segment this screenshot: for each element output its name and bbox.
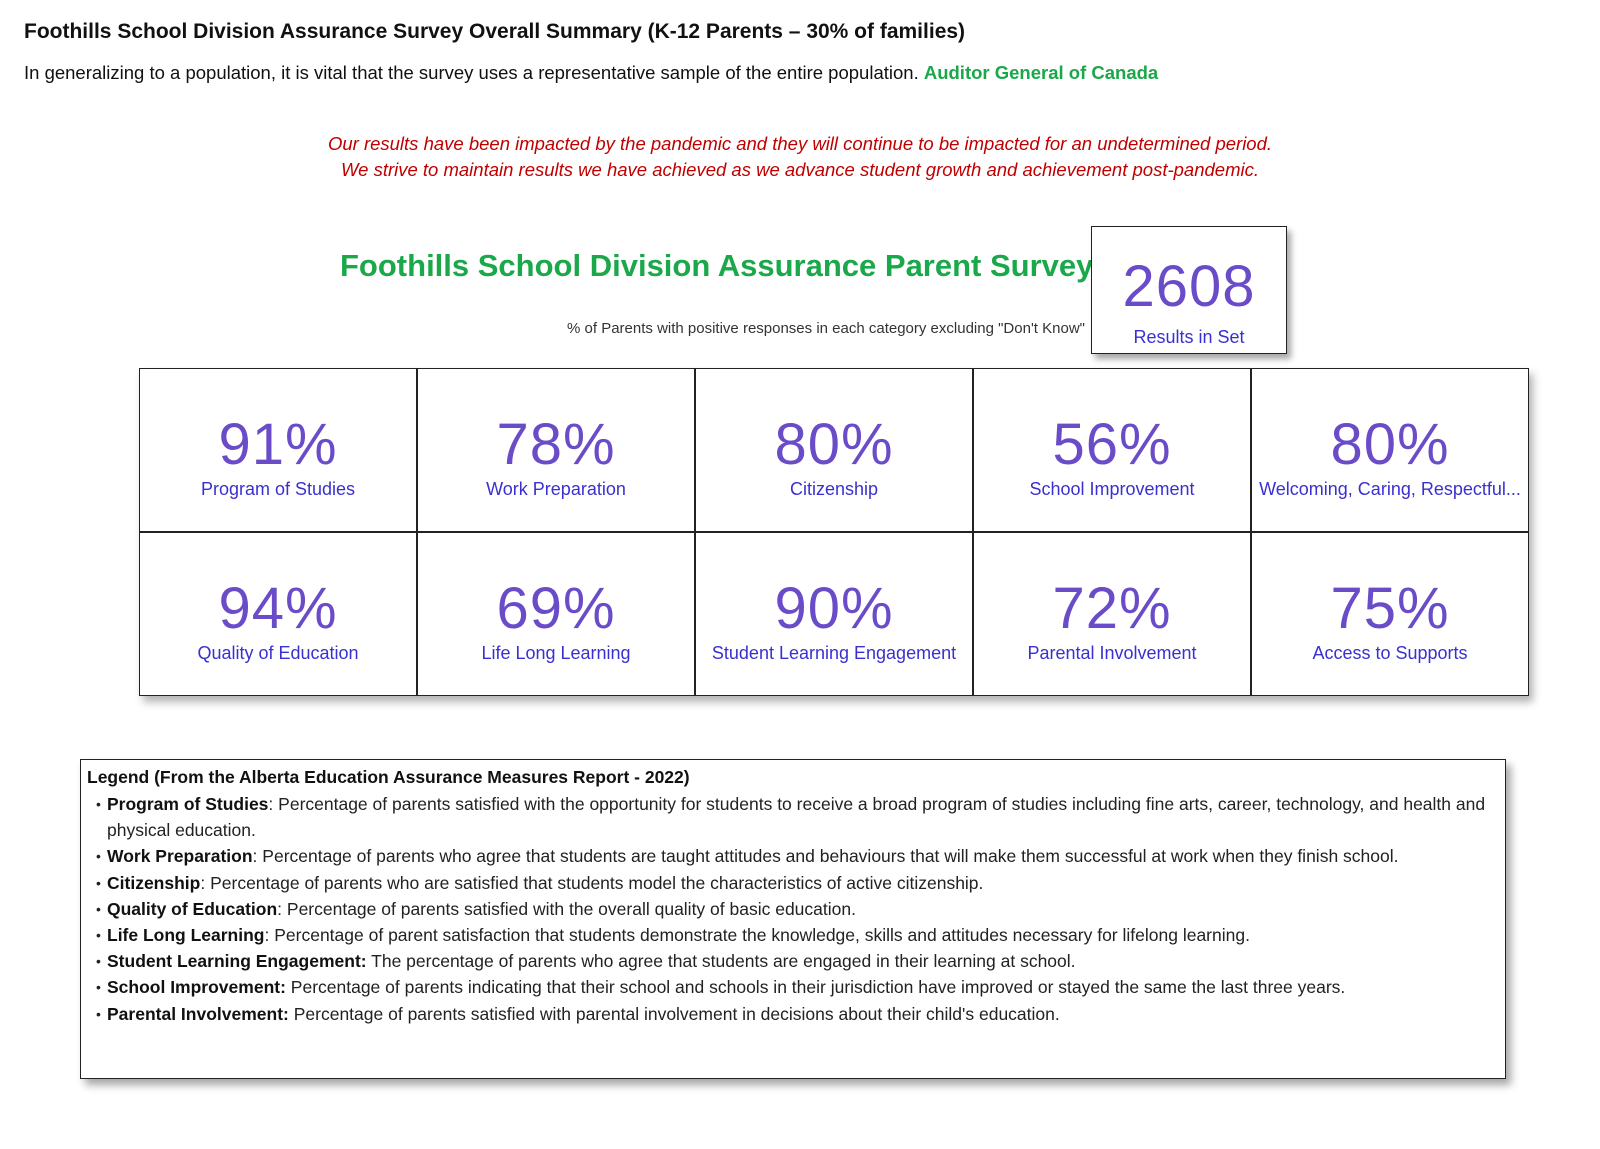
kpi-value: 69% <box>496 576 616 641</box>
legend-list: Program of Studies: Percentage of parent… <box>87 791 1499 1027</box>
kpi-value: 90% <box>774 576 894 641</box>
legend-term: Life Long Learning <box>107 925 265 946</box>
results-count-label: Results in Set <box>1133 327 1245 347</box>
legend-term: Student Learning Engagement: <box>107 951 367 972</box>
legend-item: Student Learning Engagement: The percent… <box>87 948 1499 974</box>
document-title: Foothills School Division Assurance Surv… <box>24 20 966 43</box>
legend-term: Parental Involvement: <box>107 1003 289 1024</box>
legend-item: Quality of Education: Percentage of pare… <box>87 896 1499 922</box>
kpi-label: Access to Supports <box>1312 643 1468 663</box>
kpi-value: 72% <box>1052 576 1172 641</box>
legend-separator: : <box>252 846 258 867</box>
legend-definition: Percentage of parents who agree that stu… <box>257 846 1399 867</box>
legend-item: Citizenship: Percentage of parents who a… <box>87 870 1499 896</box>
legend-term: Program of Studies <box>107 794 269 814</box>
kpi-value: 75% <box>1330 576 1450 641</box>
legend-term: Citizenship <box>107 872 201 893</box>
kpi-card-quality-of-education: 94% Quality of Education <box>139 532 417 696</box>
legend-item: Life Long Learning: Percentage of parent… <box>87 922 1499 948</box>
kpi-card-life-long-learning: 69% Life Long Learning <box>417 532 695 696</box>
intro-text: In generalizing to a population, it is v… <box>24 62 919 83</box>
kpi-value: 80% <box>774 412 894 477</box>
legend-item: School Improvement: Percentage of parent… <box>87 974 1499 1000</box>
intro-paragraph: In generalizing to a population, it is v… <box>24 62 1158 84</box>
legend-definition: Percentage of parents satisfied with the… <box>107 794 1486 841</box>
intro-source: Auditor General of Canada <box>923 62 1159 83</box>
legend-term: School Improvement: <box>107 977 286 998</box>
kpi-label: Student Learning Engagement <box>711 643 957 663</box>
results-count-value: 2608 <box>1122 254 1256 319</box>
kpi-value: 91% <box>218 412 338 477</box>
kpi-card-citizenship: 80% Citizenship <box>695 368 973 532</box>
survey-subtitle: % of Parents with positive responses in … <box>567 320 1085 337</box>
legend-definition: The percentage of parents who agree that… <box>366 951 1076 972</box>
kpi-label: Quality of Education <box>197 643 359 663</box>
legend-definition: Percentage of parent satisfaction that s… <box>269 925 1250 946</box>
legend-box: Legend (From the Alberta Education Assur… <box>80 759 1506 1079</box>
kpi-label: Life Long Learning <box>481 643 631 663</box>
legend-separator: : <box>200 872 206 893</box>
kpi-card-welcoming-caring-respectful: 80% Welcoming, Caring, Respectful... <box>1251 368 1529 532</box>
kpi-value: 94% <box>218 576 338 641</box>
legend-definition: Percentage of parents satisfied with par… <box>288 1003 1060 1024</box>
legend-definition: Percentage of parents indicating that th… <box>285 977 1346 998</box>
kpi-label: Work Preparation <box>486 479 626 499</box>
kpi-value: 78% <box>496 412 616 477</box>
legend-term: Work Preparation <box>107 846 253 867</box>
kpi-card-work-preparation: 78% Work Preparation <box>417 368 695 532</box>
legend-separator: : <box>277 898 283 919</box>
legend-item: Work Preparation: Percentage of parents … <box>87 843 1499 869</box>
kpi-label: Parental Involvement <box>1027 643 1197 663</box>
results-count-card: 2608 Results in Set <box>1091 226 1287 354</box>
legend-separator: : <box>268 794 274 814</box>
kpi-label: Citizenship <box>789 479 879 499</box>
legend-item: Parental Involvement: Percentage of pare… <box>87 1001 1499 1027</box>
legend-term: Quality of Education <box>107 898 278 919</box>
kpi-value: 80% <box>1330 412 1450 477</box>
legend-separator: : <box>264 925 270 946</box>
legend-title: Legend (From the Alberta Education Assur… <box>87 767 690 787</box>
kpi-card-access-to-supports: 75% Access to Supports <box>1251 532 1529 696</box>
legend-definition: Percentage of parents satisfied with the… <box>282 898 856 919</box>
kpi-card-grid: 91% Program of Studies 78% Work Preparat… <box>139 368 1529 696</box>
kpi-label: School Improvement <box>1029 479 1195 499</box>
kpi-card-school-improvement: 56% School Improvement <box>973 368 1251 532</box>
legend-item: Program of Studies: Percentage of parent… <box>87 791 1499 843</box>
kpi-card-program-of-studies: 91% Program of Studies <box>139 368 417 532</box>
pandemic-notice-line-1: Our results have been impacted by the pa… <box>327 133 1273 154</box>
kpi-value: 56% <box>1052 412 1172 477</box>
kpi-label: Program of Studies <box>200 479 356 499</box>
kpi-card-parental-involvement: 72% Parental Involvement <box>973 532 1251 696</box>
kpi-card-student-learning-engagement: 90% Student Learning Engagement <box>695 532 973 696</box>
legend-definition: Percentage of parents who are satisfied … <box>205 872 984 893</box>
pandemic-notice-line-2: We strive to maintain results we have ac… <box>341 159 1259 180</box>
kpi-label: Welcoming, Caring, Respectful... <box>1259 479 1521 499</box>
survey-title: Foothills School Division Assurance Pare… <box>340 248 1094 283</box>
